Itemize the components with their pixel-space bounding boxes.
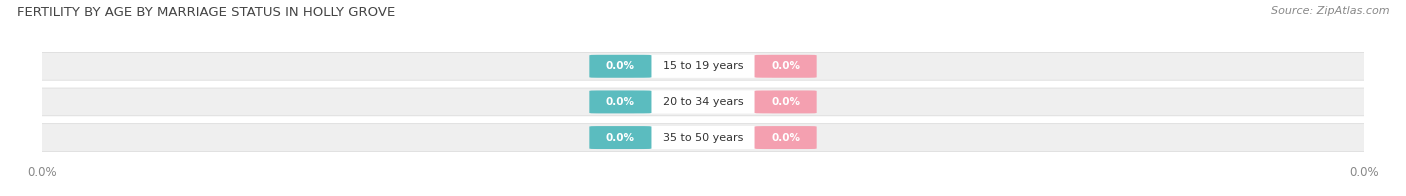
Text: 0.0%: 0.0% bbox=[770, 97, 800, 107]
FancyBboxPatch shape bbox=[755, 126, 817, 149]
Text: Source: ZipAtlas.com: Source: ZipAtlas.com bbox=[1271, 6, 1389, 16]
FancyBboxPatch shape bbox=[15, 52, 1391, 80]
FancyBboxPatch shape bbox=[589, 90, 651, 113]
FancyBboxPatch shape bbox=[755, 55, 817, 78]
FancyBboxPatch shape bbox=[755, 90, 817, 113]
FancyBboxPatch shape bbox=[634, 55, 772, 78]
FancyBboxPatch shape bbox=[634, 90, 772, 113]
Text: 20 to 34 years: 20 to 34 years bbox=[662, 97, 744, 107]
FancyBboxPatch shape bbox=[15, 124, 1391, 152]
FancyBboxPatch shape bbox=[589, 55, 651, 78]
FancyBboxPatch shape bbox=[634, 126, 772, 149]
Text: 15 to 19 years: 15 to 19 years bbox=[662, 61, 744, 71]
FancyBboxPatch shape bbox=[589, 126, 651, 149]
Text: 0.0%: 0.0% bbox=[606, 61, 636, 71]
Text: 35 to 50 years: 35 to 50 years bbox=[662, 132, 744, 142]
Text: 0.0%: 0.0% bbox=[606, 97, 636, 107]
Text: 0.0%: 0.0% bbox=[606, 132, 636, 142]
Text: 0.0%: 0.0% bbox=[770, 132, 800, 142]
Text: FERTILITY BY AGE BY MARRIAGE STATUS IN HOLLY GROVE: FERTILITY BY AGE BY MARRIAGE STATUS IN H… bbox=[17, 6, 395, 19]
FancyBboxPatch shape bbox=[15, 88, 1391, 116]
Text: 0.0%: 0.0% bbox=[770, 61, 800, 71]
